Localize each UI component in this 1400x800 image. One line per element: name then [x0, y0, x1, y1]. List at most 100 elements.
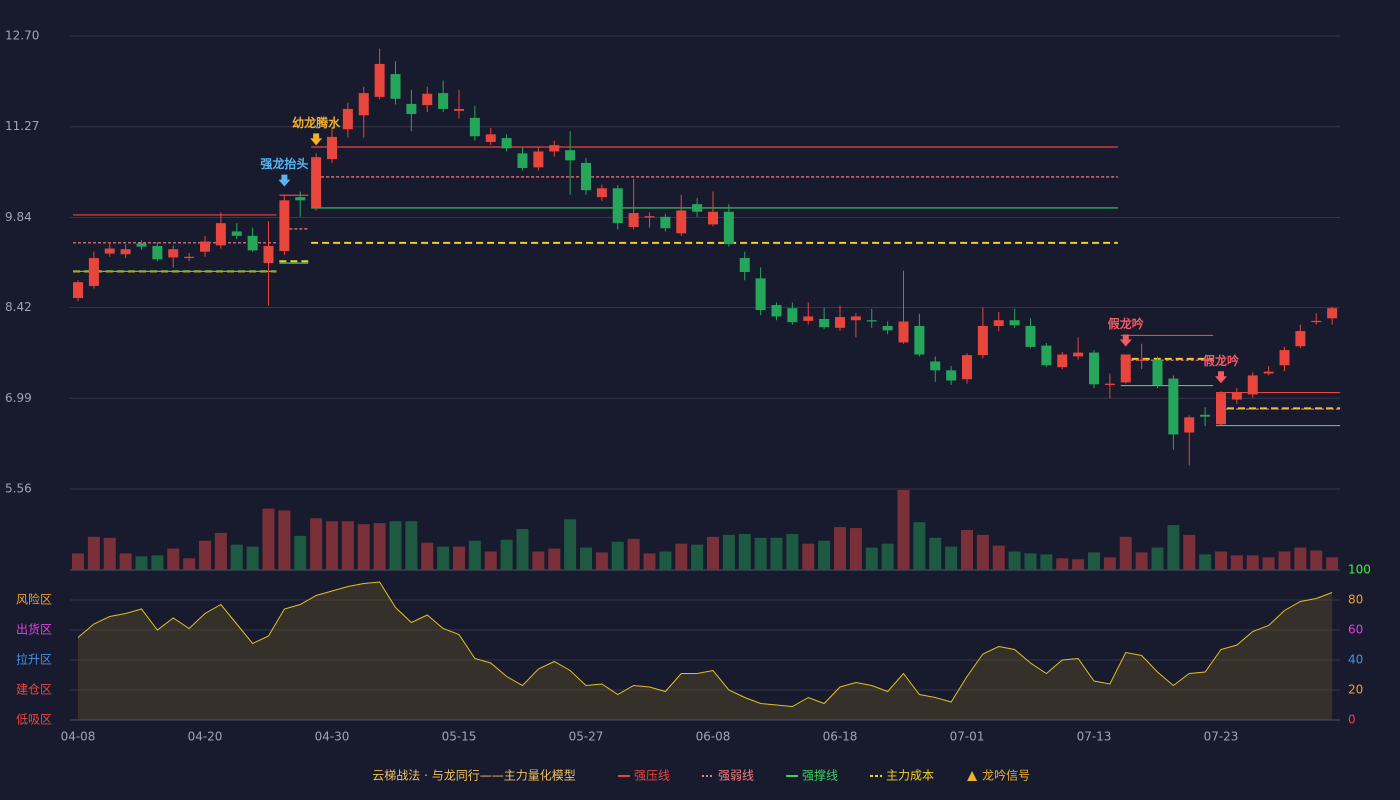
volume-bar [913, 522, 926, 570]
y-tick-label: 12.70 [5, 29, 39, 43]
volume-bar [1199, 554, 1212, 570]
signal-label: 假龙吟 [1203, 353, 1239, 368]
candle-body [136, 243, 147, 247]
zone-label: 建仓区 [16, 683, 52, 697]
volume-bar [754, 537, 767, 570]
candle-body [374, 63, 385, 97]
volume-bar [87, 536, 100, 570]
candle-body [1216, 393, 1226, 425]
candle-body [73, 282, 83, 299]
volume-bar [945, 546, 958, 570]
candle-body [120, 249, 131, 255]
y2-tick-label: 100 [1348, 563, 1371, 577]
volume-bar [722, 534, 735, 570]
candle-body [1295, 331, 1306, 347]
volume-bar [1072, 559, 1085, 570]
signal-arrow [1215, 371, 1227, 384]
candle-body [1041, 345, 1052, 366]
signal-label: 强龙抬头 [260, 156, 308, 171]
zone-label: 出货区 [16, 622, 52, 637]
legend-title: 云梯战法 · 与龙同行——主力量化模型 [372, 769, 575, 783]
volume-bar [1103, 557, 1116, 570]
zone-label: 拉升区 [16, 652, 52, 667]
legend-label: 强压线 [634, 769, 670, 783]
volume-bar [802, 543, 815, 570]
candle-body [422, 93, 433, 106]
candle-body [850, 316, 861, 321]
candle-body [406, 103, 417, 115]
candle-body [1152, 359, 1163, 385]
candle-body [1009, 320, 1020, 326]
volume-bar [1230, 555, 1243, 570]
volume-bar [627, 538, 640, 570]
volume-bar [500, 539, 513, 570]
volume-bar [468, 540, 481, 570]
volume-bar [961, 530, 973, 570]
volume-bar [611, 541, 624, 570]
signal-label: 假龙吟 [1108, 316, 1144, 331]
x-tick-label: 05-15 [442, 730, 477, 744]
signal-arrow [278, 174, 291, 187]
volume-bar [1310, 550, 1323, 570]
x-tick-label: 04-08 [61, 730, 96, 744]
volume-bar [992, 545, 1005, 570]
volume-bar [294, 535, 307, 570]
volume-bar [834, 527, 846, 570]
candle-body [930, 361, 941, 371]
volume-bar [214, 532, 227, 570]
volume-bar [1262, 557, 1275, 570]
candle-body [1327, 308, 1338, 319]
candle-body [168, 249, 179, 258]
candle-body [835, 317, 845, 328]
x-tick-label: 07-01 [950, 730, 985, 744]
x-tick-label: 06-18 [823, 730, 858, 744]
x-tick-label: 04-30 [315, 730, 350, 744]
x-tick-label: 06-08 [696, 730, 731, 744]
volume-bar [1215, 551, 1227, 570]
candle-body [755, 278, 766, 311]
zone-label: 风险区 [16, 592, 52, 607]
x-tick-label: 07-23 [1204, 730, 1239, 744]
volume-bar [421, 542, 434, 570]
volume-bar [1040, 554, 1053, 570]
volume-bar [405, 521, 418, 570]
candle-body [612, 188, 623, 224]
y2-tick-label: 40 [1348, 653, 1363, 667]
candle-body [152, 246, 163, 260]
volume-bar [373, 523, 386, 570]
candle-body [549, 145, 560, 152]
candle-body [644, 216, 655, 218]
candle-body [358, 93, 369, 116]
volume-bar [1088, 552, 1100, 570]
volume-bar [310, 518, 323, 570]
candle-body [279, 200, 290, 252]
candle-body [327, 136, 337, 160]
candle-body [1231, 392, 1242, 400]
candle-body [295, 197, 306, 201]
legend-label: 强撑线 [802, 768, 838, 783]
volume-bar [278, 510, 291, 570]
candle-body [184, 256, 195, 259]
candle-body [866, 320, 877, 322]
x-tick-label: 04-20 [188, 730, 223, 744]
legend-label: 龙吟信号 [982, 768, 1030, 783]
y2-tick-label: 80 [1348, 593, 1363, 607]
candle-body [962, 355, 972, 380]
volume-bar [881, 543, 894, 570]
candle-body [88, 258, 99, 286]
y2-tick-label: 60 [1348, 623, 1363, 637]
volume-bar [595, 552, 608, 570]
signal-label: 幼龙腾水 [292, 115, 341, 130]
candle-body [977, 325, 988, 356]
indicator-area [78, 582, 1333, 720]
volume-bar [1167, 525, 1180, 570]
candle-body [1057, 354, 1068, 368]
y2-tick-label: 0 [1348, 713, 1356, 727]
legend-label: 强弱线 [718, 769, 754, 783]
candle-body [1025, 325, 1036, 347]
volume-bar [564, 519, 577, 570]
candle-body [692, 204, 703, 212]
volume-bar [818, 540, 831, 570]
